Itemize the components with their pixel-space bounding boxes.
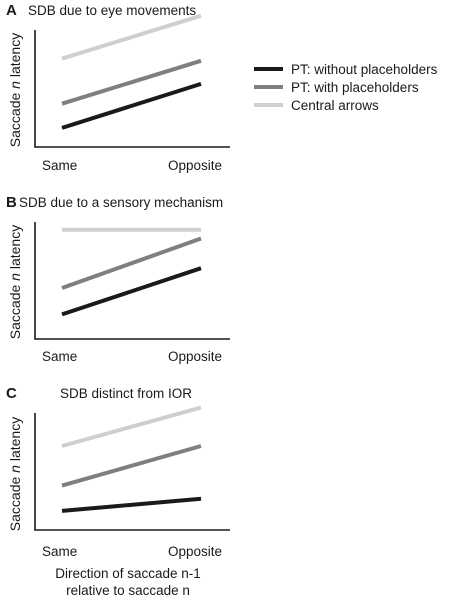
panel-b-tick-opposite: Opposite — [168, 349, 222, 364]
panel-b-axes — [34, 222, 230, 340]
panel-b-title: SDB due to a sensory mechanism — [19, 195, 223, 210]
panel-c-series-lines — [61, 405, 202, 513]
panel-a-line-pt-with-placeholders — [61, 58, 202, 106]
panel-a-title: SDB due to eye movements — [28, 3, 196, 18]
panel-c-letter: C — [6, 385, 17, 402]
panel-a-tick-same: Same — [42, 158, 77, 173]
panel-c-tick-same: Same — [42, 544, 77, 559]
legend-label-pt-with: PT: with placeholders — [291, 80, 419, 95]
panel-a-line-pt-without-placeholders — [61, 81, 202, 130]
panel-a-tick-opposite: Opposite — [168, 158, 222, 173]
panel-a-line-central-arrows — [61, 13, 202, 61]
x-axis-label-line-2: relative to saccade n — [66, 583, 190, 598]
panel-c: C SDB distinct from IOR Saccade n latenc… — [6, 385, 230, 559]
legend-label-pt-without: PT: without placeholders — [291, 62, 438, 77]
panel-a: A SDB due to eye movements Saccade n lat… — [6, 2, 230, 173]
panel-a-ylabel: Saccade n latency — [7, 33, 23, 147]
panel-b-line-pt-with-placeholders — [61, 236, 202, 290]
panel-c-line-pt-without-placeholders — [61, 496, 202, 513]
panel-a-series-lines — [61, 13, 202, 130]
legend-label-central-arrows: Central arrows — [291, 98, 379, 113]
panel-b: B SDB due to a sensory mechanism Saccade… — [6, 194, 230, 364]
panel-a-axes — [34, 30, 230, 148]
legend: PT: without placeholders PT: with placeh… — [254, 62, 438, 113]
panel-c-line-central-arrows — [61, 405, 202, 448]
panel-b-line-pt-without-placeholders — [61, 266, 202, 317]
x-axis-label-line-1: Direction of saccade n-1 — [55, 566, 201, 581]
panel-c-line-pt-with-placeholders — [61, 444, 202, 488]
panel-b-series-lines — [61, 227, 202, 317]
panel-c-ylabel: Saccade n latency — [7, 417, 23, 531]
panel-c-axes — [34, 413, 230, 531]
panel-c-tick-opposite: Opposite — [168, 544, 222, 559]
panel-b-ylabel: Saccade n latency — [7, 225, 23, 339]
panel-c-title: SDB distinct from IOR — [60, 386, 192, 401]
panel-b-letter: B — [6, 194, 17, 211]
panel-a-letter: A — [6, 2, 17, 19]
panel-b-tick-same: Same — [42, 349, 77, 364]
